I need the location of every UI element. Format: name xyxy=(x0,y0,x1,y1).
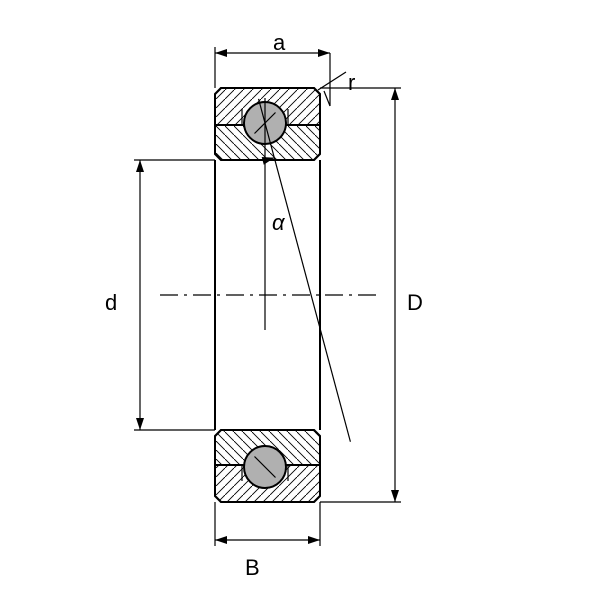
label-d: d xyxy=(105,290,117,316)
label-B: B xyxy=(245,555,260,581)
label-r: r xyxy=(348,70,355,96)
label-D: D xyxy=(407,290,423,316)
label-a: a xyxy=(273,30,285,56)
bearing-diagram: a r d D B α xyxy=(0,0,600,600)
label-alpha: α xyxy=(272,210,285,236)
